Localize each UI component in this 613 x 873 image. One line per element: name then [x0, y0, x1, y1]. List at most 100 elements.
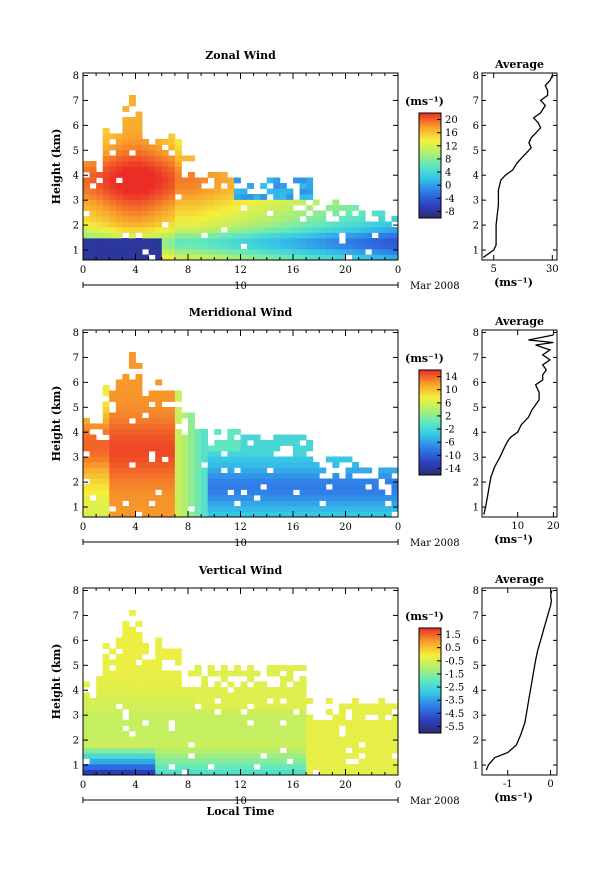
heatmap-cell — [168, 161, 176, 167]
heatmap-cell — [168, 676, 176, 682]
heatmap-cell — [293, 238, 300, 244]
heatmap-cell — [115, 243, 123, 250]
heatmap-cell — [214, 227, 222, 233]
heatmap-cell — [96, 227, 104, 233]
heatmap-cell — [378, 221, 386, 228]
heatmap-cell — [96, 769, 104, 776]
heatmap-cell — [286, 205, 294, 211]
heatmap-cell — [286, 747, 294, 754]
heatmap-cell — [168, 133, 176, 140]
heatmap-cell — [168, 456, 176, 463]
heatmap-cell — [109, 429, 117, 435]
heatmap-cell — [194, 440, 202, 446]
colorbar-tick-label: 0.5 — [445, 643, 461, 654]
heatmap-cell — [128, 758, 136, 765]
heatmap-cell — [338, 221, 346, 228]
heatmap-cell — [161, 764, 169, 770]
heatmap-cell — [89, 227, 97, 233]
heatmap-cell — [194, 769, 202, 776]
heatmap-cell — [332, 758, 340, 765]
heatmap-cell — [319, 489, 327, 496]
x-tick-label: 4 — [132, 522, 138, 533]
heatmap-cell — [148, 429, 156, 435]
heatmap-cell — [279, 254, 287, 261]
heatmap-cell — [286, 467, 294, 474]
heatmap-cell — [365, 742, 373, 748]
heatmap-cell — [96, 440, 104, 446]
heatmap-cell — [352, 467, 360, 474]
heatmap-cell — [128, 401, 136, 408]
heatmap-cell — [135, 144, 143, 151]
heatmap-cell — [365, 769, 373, 776]
heatmap-cell — [188, 714, 195, 721]
heatmap-cell — [194, 238, 202, 244]
heatmap-cell — [161, 725, 169, 732]
heatmap-cell — [142, 401, 150, 408]
heatmap-cell — [345, 216, 353, 222]
heatmap-cell — [201, 478, 209, 485]
heatmap-cell — [332, 210, 340, 217]
heatmap-cell — [161, 753, 169, 759]
heatmap-cell — [194, 467, 202, 474]
heatmap-cell — [83, 440, 90, 446]
heatmap-cell — [102, 764, 110, 770]
heatmap-cell — [168, 758, 176, 765]
heatmap-cell — [352, 243, 360, 250]
heatmap-cell — [128, 396, 136, 402]
heatmap-cell — [201, 769, 209, 776]
heatmap-cell — [260, 254, 268, 261]
heatmap-cell — [83, 161, 90, 167]
heatmap-cell — [135, 412, 143, 419]
heatmap-cell — [109, 216, 117, 222]
heatmap-cell — [227, 249, 235, 255]
heatmap-cell — [161, 423, 169, 430]
y-tick-label: 6 — [73, 636, 79, 647]
heatmap-cell — [253, 254, 261, 261]
heatmap-cell — [247, 495, 255, 501]
heatmap-cell — [135, 155, 143, 162]
heatmap-cell — [142, 407, 150, 413]
heatmap-cell — [384, 742, 392, 748]
heatmap-cell — [128, 692, 136, 699]
heatmap-cell — [273, 254, 281, 261]
heatmap-cell — [122, 758, 130, 765]
heatmap-cell — [142, 243, 150, 250]
heatmap-cell — [358, 210, 366, 217]
heatmap-cell — [109, 681, 117, 688]
heatmap-cell — [299, 676, 307, 682]
heatmap-cell — [214, 725, 222, 732]
heatmap-cell — [371, 489, 379, 496]
heatmap-cell — [306, 254, 314, 261]
heatmap-cell — [286, 676, 294, 682]
heatmap-cell — [247, 434, 255, 441]
heatmap-cell — [273, 238, 281, 244]
x-tick-label: 16 — [287, 522, 300, 533]
heatmap-cell — [358, 254, 366, 261]
heatmap-cell — [109, 698, 117, 704]
heatmap-cell — [161, 418, 169, 424]
heatmap-cell — [89, 731, 97, 737]
heatmap-cell — [181, 764, 189, 770]
heatmap-cell — [332, 232, 340, 239]
heatmap-cell — [201, 456, 209, 463]
heatmap-cell — [194, 188, 202, 195]
heatmap-cell — [227, 681, 235, 688]
heatmap-cell — [266, 506, 274, 512]
heatmap-cell — [174, 484, 182, 490]
heatmap-cell — [214, 478, 222, 485]
heatmap-cell — [109, 769, 117, 776]
heatmap-cell — [181, 467, 189, 474]
heatmap-cell — [155, 654, 163, 660]
heatmap-cell — [194, 742, 202, 748]
heatmap-cell — [89, 205, 97, 211]
heatmap-cell — [168, 183, 176, 189]
heatmap-cell — [102, 407, 110, 413]
heatmap-cell — [260, 764, 268, 770]
heatmap-cell — [109, 511, 117, 518]
colorbar-tick-label: -5.5 — [445, 722, 464, 733]
heatmap-cell — [161, 758, 169, 765]
heatmap-cell — [214, 720, 222, 726]
heatmap-cell — [83, 747, 90, 754]
heatmap-cell — [102, 166, 110, 173]
